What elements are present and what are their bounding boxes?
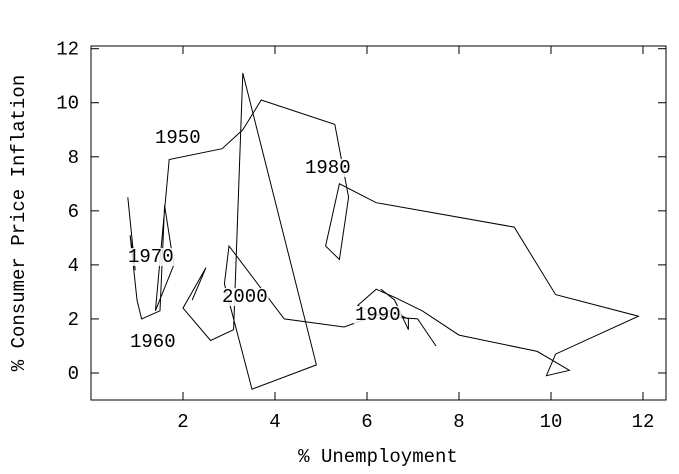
data-line	[182, 72, 409, 390]
x-tick-label: 4	[269, 411, 280, 433]
annotation: 1960	[130, 331, 176, 353]
x-tick-label: 10	[540, 411, 563, 433]
y-tick-label: 4	[68, 255, 79, 277]
x-tick-label: 8	[453, 411, 464, 433]
annotation-background	[221, 288, 269, 306]
annotation: 2000	[222, 286, 268, 308]
plot-frame	[90, 45, 667, 401]
annotation: 1970	[128, 246, 174, 268]
data-line	[127, 99, 640, 377]
annotation-background	[304, 159, 352, 177]
y-tick-label: 0	[68, 363, 79, 385]
x-axis-label: % Unemployment	[298, 446, 458, 468]
annotation: 1980	[305, 157, 351, 179]
x-tick-label: 12	[632, 411, 655, 433]
annotation-background	[127, 248, 175, 266]
y-tick-label: 2	[68, 309, 79, 331]
annotation-background	[129, 333, 177, 351]
y-tick-label: 12	[56, 39, 79, 61]
y-tick-label: 10	[56, 93, 79, 115]
annotation-background	[154, 129, 202, 147]
annotation: 1990	[355, 304, 401, 326]
y-tick-label: 6	[68, 201, 79, 223]
y-axis-label: % Consumer Price Inflation	[8, 75, 30, 371]
y-tick-label: 8	[68, 147, 79, 169]
x-tick-label: 2	[177, 411, 188, 433]
x-tick-label: 6	[361, 411, 372, 433]
annotation-background	[354, 306, 402, 324]
annotation: 1950	[155, 127, 201, 149]
